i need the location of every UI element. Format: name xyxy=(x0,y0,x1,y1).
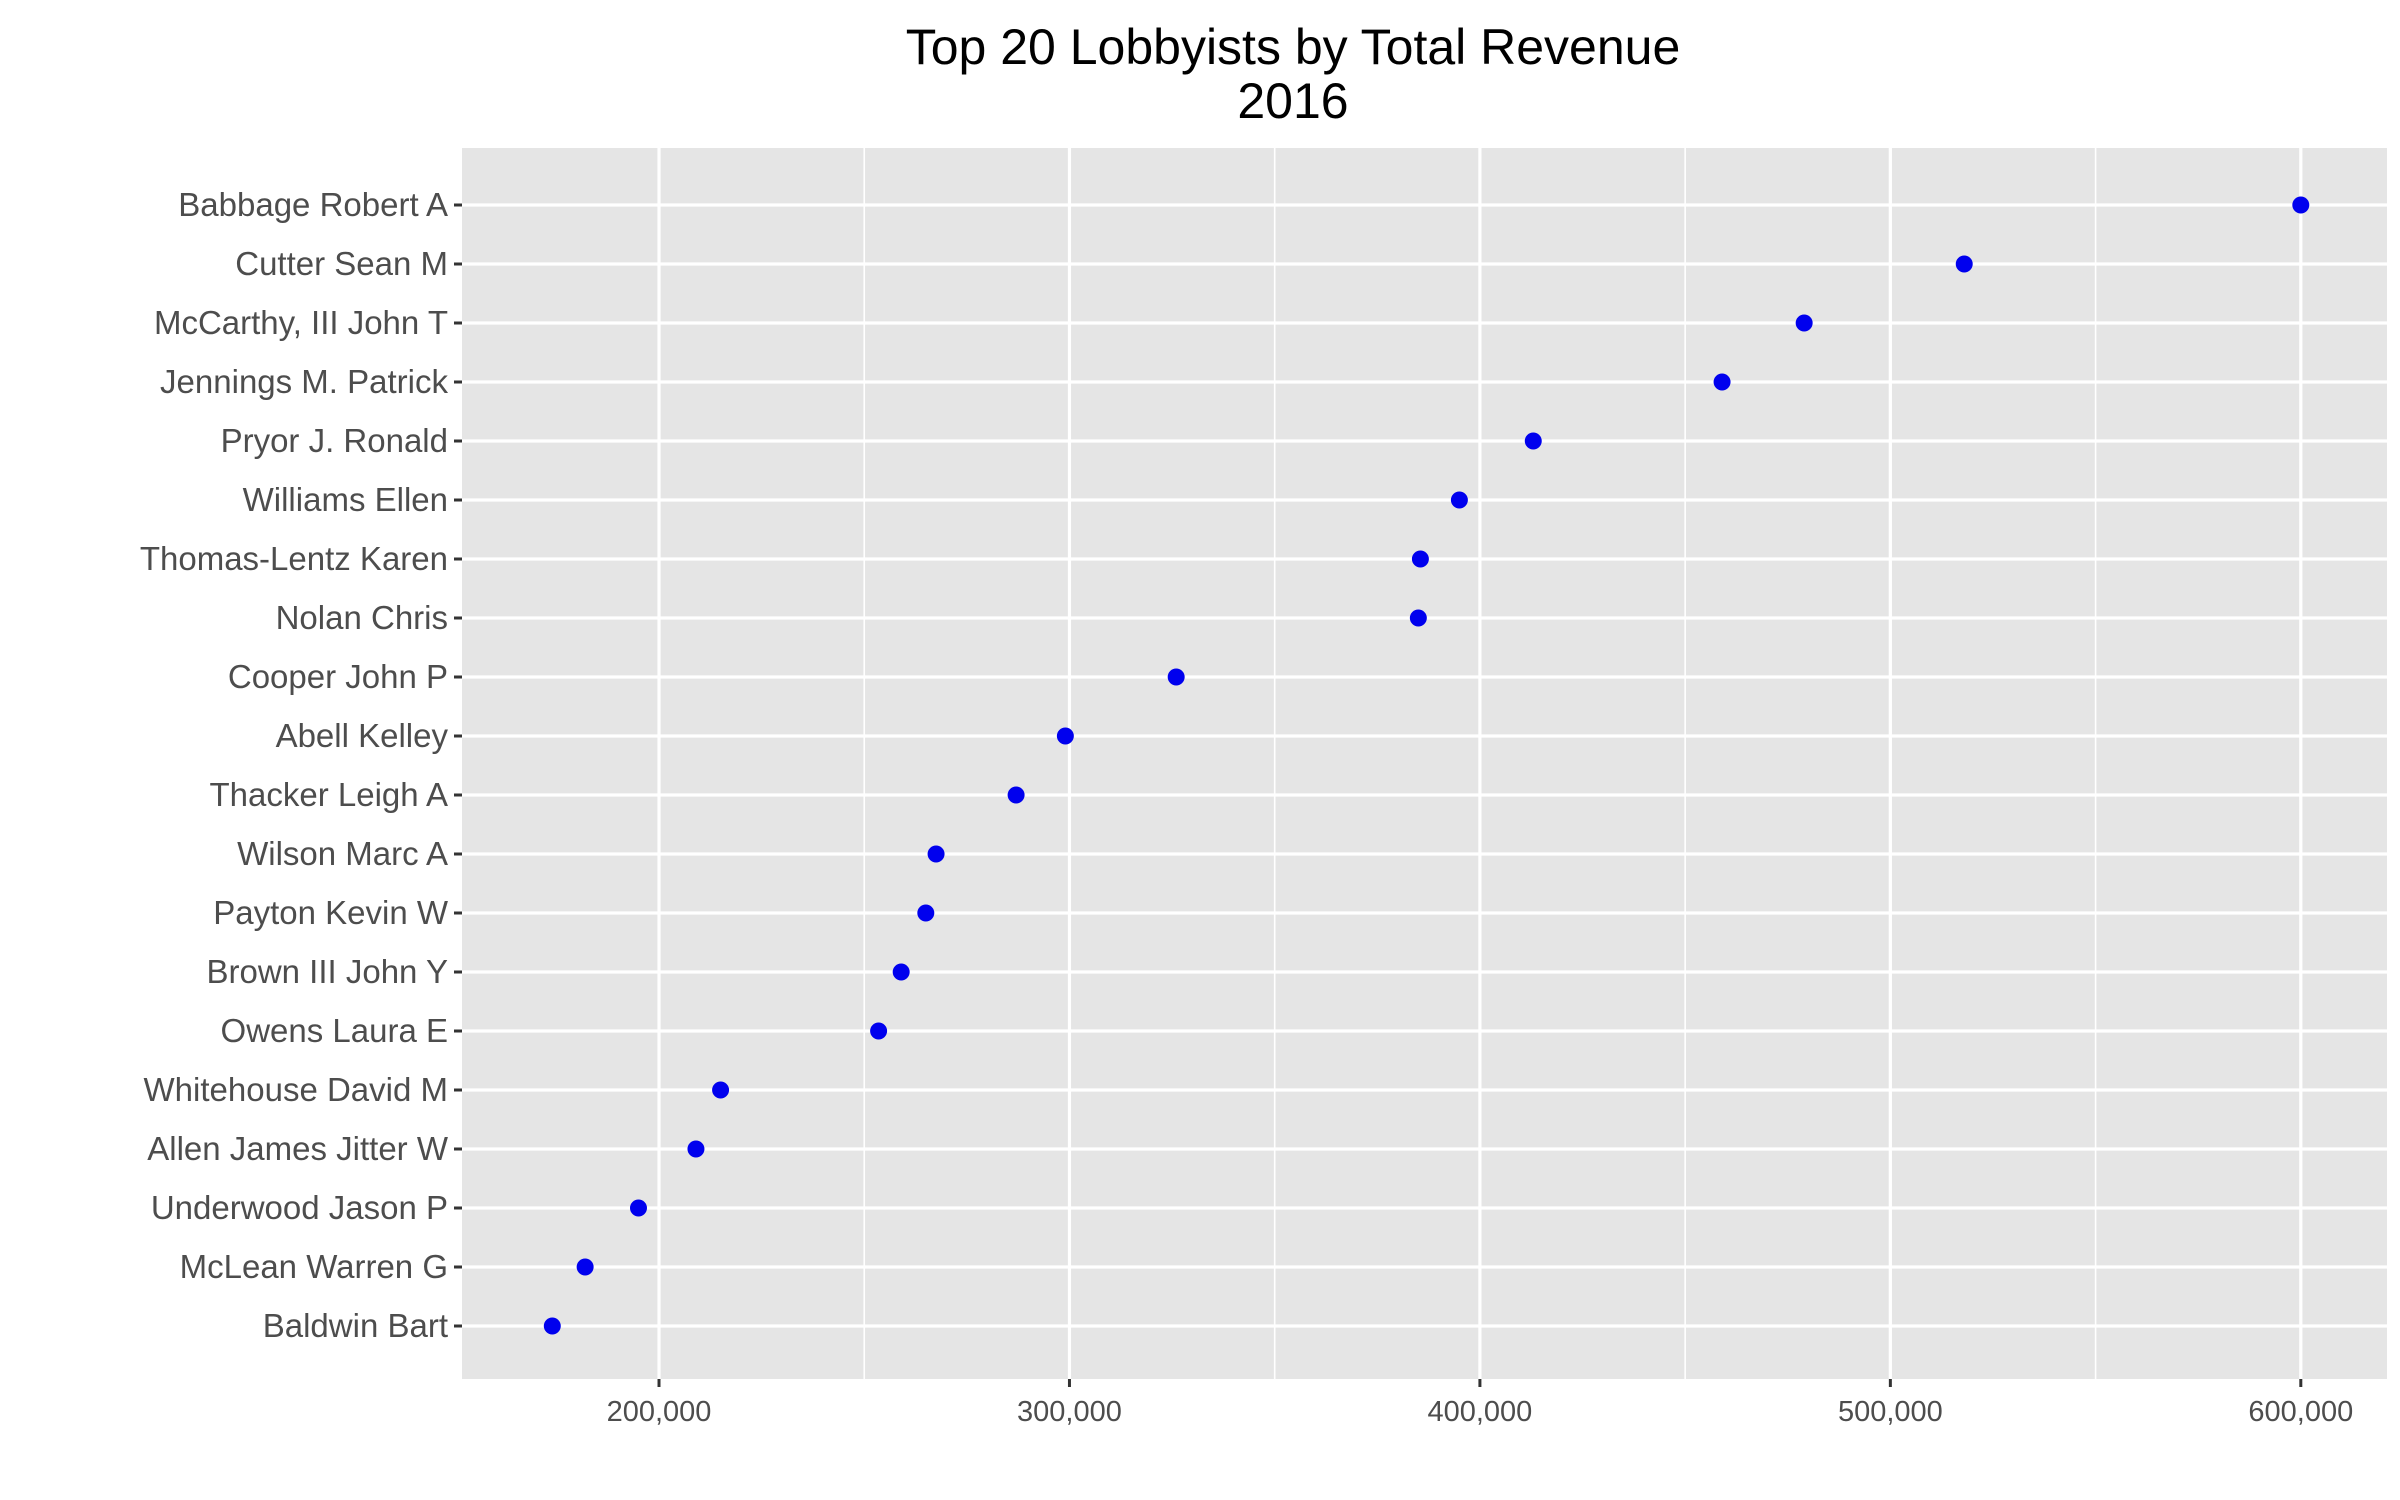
data-point xyxy=(576,1258,594,1276)
y-tick-label: Underwood Jason P xyxy=(151,1189,448,1226)
data-points xyxy=(543,196,2310,1335)
data-point xyxy=(1411,550,1429,568)
y-tick-label: Jennings M. Patrick xyxy=(160,363,448,400)
y-tick-label: Whitehouse David M xyxy=(144,1071,448,1108)
x-tick-label: 600,000 xyxy=(2248,1396,2353,1428)
gridlines xyxy=(462,148,2387,1379)
data-point xyxy=(1007,786,1025,804)
y-tick-label: Payton Kevin W xyxy=(213,894,449,931)
y-tick-label: Owens Laura E xyxy=(221,1012,448,1049)
y-tick-label: Baldwin Bart xyxy=(263,1307,448,1344)
y-tick-label: Thomas-Lentz Karen xyxy=(140,540,448,577)
y-tick-label: Nolan Chris xyxy=(276,599,448,636)
y-tick-label: McLean Warren G xyxy=(180,1248,448,1285)
data-point xyxy=(629,1199,647,1217)
y-tick-label: Williams Ellen xyxy=(243,481,448,518)
chart-title: Top 20 Lobbyists by Total Revenue xyxy=(906,19,1681,75)
data-point xyxy=(917,904,935,922)
y-tick-label: Thacker Leigh A xyxy=(210,776,448,813)
data-point xyxy=(687,1140,705,1158)
data-point xyxy=(1795,314,1813,332)
y-tick-label: McCarthy, III John T xyxy=(154,304,448,341)
y-tick-label: Wilson Marc A xyxy=(237,835,448,872)
data-point xyxy=(927,845,945,863)
data-point xyxy=(1450,491,1468,509)
data-point xyxy=(543,1317,561,1335)
y-tick-label: Pryor J. Ronald xyxy=(221,422,448,459)
x-tick-label: 200,000 xyxy=(607,1396,712,1428)
data-point xyxy=(1167,668,1185,686)
data-point xyxy=(1713,373,1731,391)
x-axis: 200,000 300,000 400,000 500,000 600,000 xyxy=(607,1379,2353,1428)
x-tick-label: 500,000 xyxy=(1838,1396,1943,1428)
y-tick-label: Cooper John P xyxy=(228,658,448,695)
data-point xyxy=(1409,609,1427,627)
data-point xyxy=(892,963,910,981)
y-tick-label: Brown III John Y xyxy=(206,953,448,990)
data-point xyxy=(870,1022,888,1040)
data-point xyxy=(2292,196,2310,214)
data-point xyxy=(712,1081,730,1099)
x-tick-label: 300,000 xyxy=(1017,1396,1122,1428)
y-tick-label: Allen James Jitter W xyxy=(147,1130,449,1167)
data-point xyxy=(1955,255,1973,273)
y-tick-label: Abell Kelley xyxy=(276,717,449,754)
data-point xyxy=(1056,727,1074,745)
y-tick-label: Babbage Robert A xyxy=(178,186,448,223)
data-point xyxy=(1524,432,1542,450)
chart-subtitle: 2016 xyxy=(1237,73,1348,129)
x-tick-label: 400,000 xyxy=(1427,1396,1532,1428)
plot-panel xyxy=(462,148,2387,1379)
y-tick-label: Cutter Sean M xyxy=(235,245,448,282)
y-axis: Babbage Robert A Cutter Sean M McCarthy, I… xyxy=(140,186,462,1344)
